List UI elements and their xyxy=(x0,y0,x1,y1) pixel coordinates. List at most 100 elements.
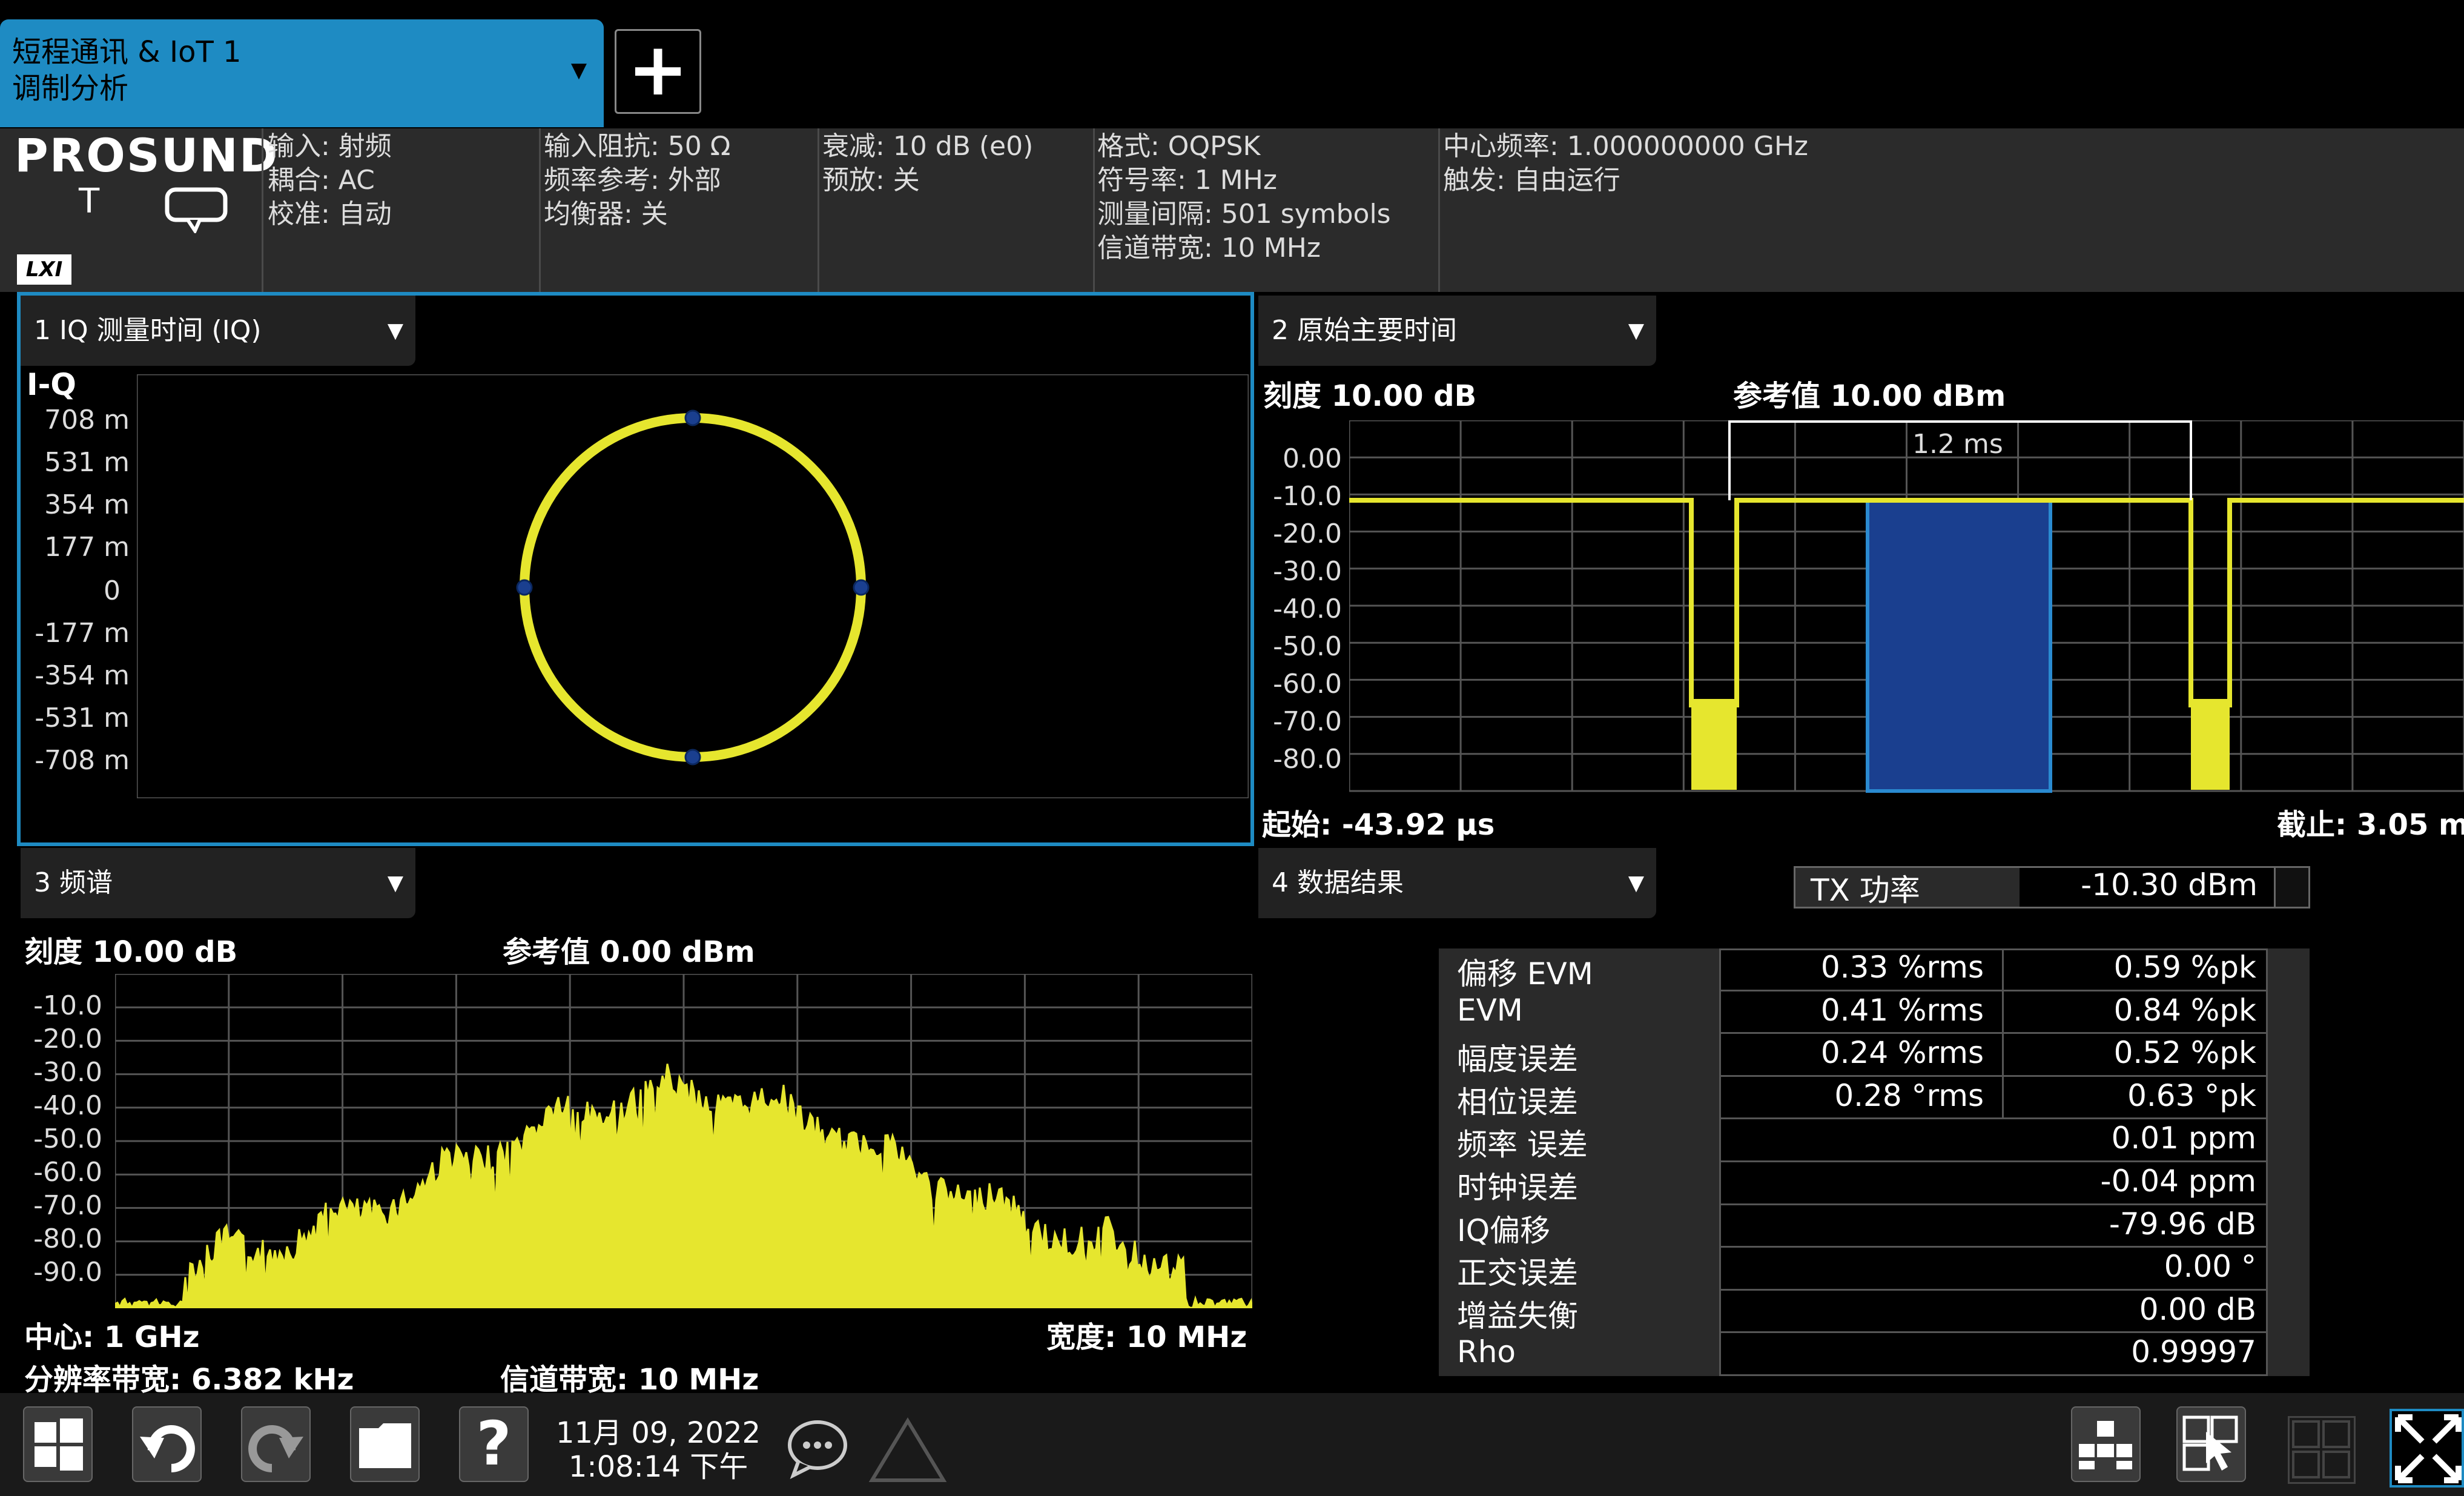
y-tick: -40.0 xyxy=(33,1090,102,1121)
y-tick: -40.0 xyxy=(1273,594,1342,624)
setting-attenuation: 衰减: 10 dB (e0) xyxy=(822,131,1034,162)
setting-freq-ref: 频率参考: 外部 xyxy=(544,165,721,196)
result-row xyxy=(1439,1077,2310,1120)
rbw-label[interactable]: 分辨率带宽: 6.382 kHz xyxy=(24,1363,354,1397)
ref-level-label: 参考值 10.00 dBm xyxy=(1733,379,2006,413)
result-name: 正交误差 xyxy=(1457,1256,1578,1291)
time-domain-plot[interactable] xyxy=(1349,420,2464,798)
marker-delta-label: 1.2 ms xyxy=(1912,429,2003,460)
setting-impedance: 输入阻抗: 50 Ω xyxy=(544,131,731,162)
result-divider xyxy=(2002,1076,2004,1120)
result-row xyxy=(1439,1034,2310,1077)
tab-measurement[interactable]: 短程通讯 & IoT 1 调制分析 ▼ xyxy=(0,19,604,127)
result-name-cell xyxy=(1439,1290,1721,1334)
add-tab-button[interactable]: + xyxy=(615,29,701,114)
result-name-cell xyxy=(1439,1119,1721,1162)
result-rms: 0.24 %rms xyxy=(1820,1035,1984,1071)
y-tick: -10.0 xyxy=(33,990,102,1021)
chevron-down-icon: ▼ xyxy=(387,319,403,343)
result-name: EVM xyxy=(1457,992,1523,1028)
gate-region[interactable] xyxy=(1866,498,2052,793)
windows-icon xyxy=(34,1418,83,1471)
grid-view-button[interactable] xyxy=(2288,1416,2356,1484)
iq-symbol-point xyxy=(684,409,701,426)
setting-atten-group[interactable]: 衰减: 10 dB (e0) 预放: 关 xyxy=(822,130,1033,197)
y-tick: -708 m xyxy=(35,745,130,776)
grid-icon xyxy=(2292,1420,2350,1478)
setting-impedance-group[interactable]: 输入阻抗: 50 Ω 频率参考: 外部 均衡器: 关 xyxy=(544,130,730,231)
divider xyxy=(1093,128,1095,292)
y-tick: -30.0 xyxy=(1273,556,1342,587)
setting-meas-interval: 测量间隔: 501 symbols xyxy=(1097,199,1391,230)
result-tail-cell xyxy=(2266,1119,2310,1162)
divider xyxy=(539,128,541,292)
setting-symbol-rate: 符号率: 1 MHz xyxy=(1097,165,1277,196)
panel-iq[interactable] xyxy=(17,292,1254,846)
result-name-cell xyxy=(1439,1162,1721,1205)
setting-freq-group[interactable]: 中心频率: 1.000000000 GHz 触发: 自由运行 xyxy=(1443,130,1808,197)
result-tail-cell xyxy=(2266,1290,2310,1334)
windows-start-button[interactable] xyxy=(23,1406,93,1482)
channel-bw-label[interactable]: 信道带宽: 10 MHz xyxy=(500,1363,759,1397)
result-row xyxy=(1439,1162,2310,1205)
spectrum-plot[interactable] xyxy=(115,974,1252,1308)
maximize-button[interactable] xyxy=(2390,1409,2464,1488)
result-name: 频率 误差 xyxy=(1457,1127,1588,1163)
result-name-cell xyxy=(1439,1248,1721,1291)
brand-logo: PROSUND xyxy=(15,128,279,182)
y-tick: -80.0 xyxy=(1273,744,1342,775)
divider xyxy=(817,128,819,292)
tab-title: 短程通讯 & IoT 1 xyxy=(12,35,242,69)
touch-icon xyxy=(2182,1415,2238,1471)
undo-button[interactable] xyxy=(132,1406,202,1482)
result-tail-cell xyxy=(2266,1205,2310,1248)
result-name: Rho xyxy=(1457,1334,1516,1370)
redo-button[interactable] xyxy=(241,1406,311,1482)
result-name: 偏移 EVM xyxy=(1457,956,1593,991)
span-label[interactable]: 宽度: 10 MHz xyxy=(1046,1320,1247,1354)
iq-constellation-plot[interactable] xyxy=(137,374,1249,798)
y-tick: -20.0 xyxy=(33,1024,102,1054)
setting-format-group[interactable]: 格式: OQPSK 符号率: 1 MHz 测量间隔: 501 symbols 信… xyxy=(1097,130,1391,265)
layout-button[interactable] xyxy=(2071,1406,2141,1482)
folder-icon xyxy=(358,1423,411,1468)
result-divider xyxy=(2002,991,2004,1034)
setting-center-freq: 中心频率: 1.000000000 GHz xyxy=(1443,131,1809,162)
setting-input-group[interactable]: 输入: 射频 耦合: AC 校准: 自动 xyxy=(268,130,392,231)
result-row xyxy=(1439,991,2310,1034)
stop-time-label[interactable]: 截止: 3.05 m xyxy=(2277,808,2464,842)
result-row xyxy=(1439,1119,2310,1162)
panel-time-title[interactable]: 2 原始主要时间 ▼ xyxy=(1258,296,1656,366)
result-row xyxy=(1439,1205,2310,1248)
panel-spectrum-title[interactable]: 3 频谱 ▼ xyxy=(21,848,415,918)
burst-noise xyxy=(2191,699,2230,790)
result-name: 时钟误差 xyxy=(1457,1170,1578,1205)
file-button[interactable] xyxy=(350,1406,420,1482)
result-tail-cell xyxy=(2266,1076,2310,1120)
touch-button[interactable] xyxy=(2176,1406,2246,1482)
start-time-label[interactable]: 起始: -43.92 μs xyxy=(1262,808,1495,842)
panel-iq-title[interactable]: 1 IQ 测量时间 (IQ) ▼ xyxy=(21,296,415,366)
help-button[interactable]: ? xyxy=(459,1406,529,1482)
result-name-cell xyxy=(1439,1205,1721,1248)
chevron-down-icon: ▼ xyxy=(387,871,403,895)
result-tail-cell xyxy=(2266,991,2310,1034)
y-tick: -70.0 xyxy=(1273,706,1342,737)
warning-triangle-icon xyxy=(868,1417,947,1486)
iq-trace xyxy=(520,413,866,762)
center-freq-label[interactable]: 中心: 1 GHz xyxy=(24,1320,200,1354)
datetime: 11月 09, 2022 1:08:14 下午 xyxy=(556,1416,761,1484)
y-tick: 354 m xyxy=(44,489,130,520)
result-row xyxy=(1439,948,2310,991)
panel-time-title-text: 2 原始主要时间 xyxy=(1272,315,1457,346)
panel-results-title[interactable]: 4 数据结果 ▼ xyxy=(1258,848,1656,918)
remote-icon[interactable] xyxy=(163,185,230,235)
scale-label: 刻度 10.00 dB xyxy=(1263,379,1477,413)
y-tick: 531 m xyxy=(44,447,130,478)
y-tick: -50.0 xyxy=(1273,631,1342,662)
result-peak: 0.63 °pk xyxy=(2127,1077,2256,1113)
y-tick: -20.0 xyxy=(1273,518,1342,549)
lxi-logo: LXI xyxy=(17,254,71,285)
setting-channel-bw: 信道带宽: 10 MHz xyxy=(1097,233,1321,263)
chat-icon[interactable] xyxy=(786,1418,853,1481)
